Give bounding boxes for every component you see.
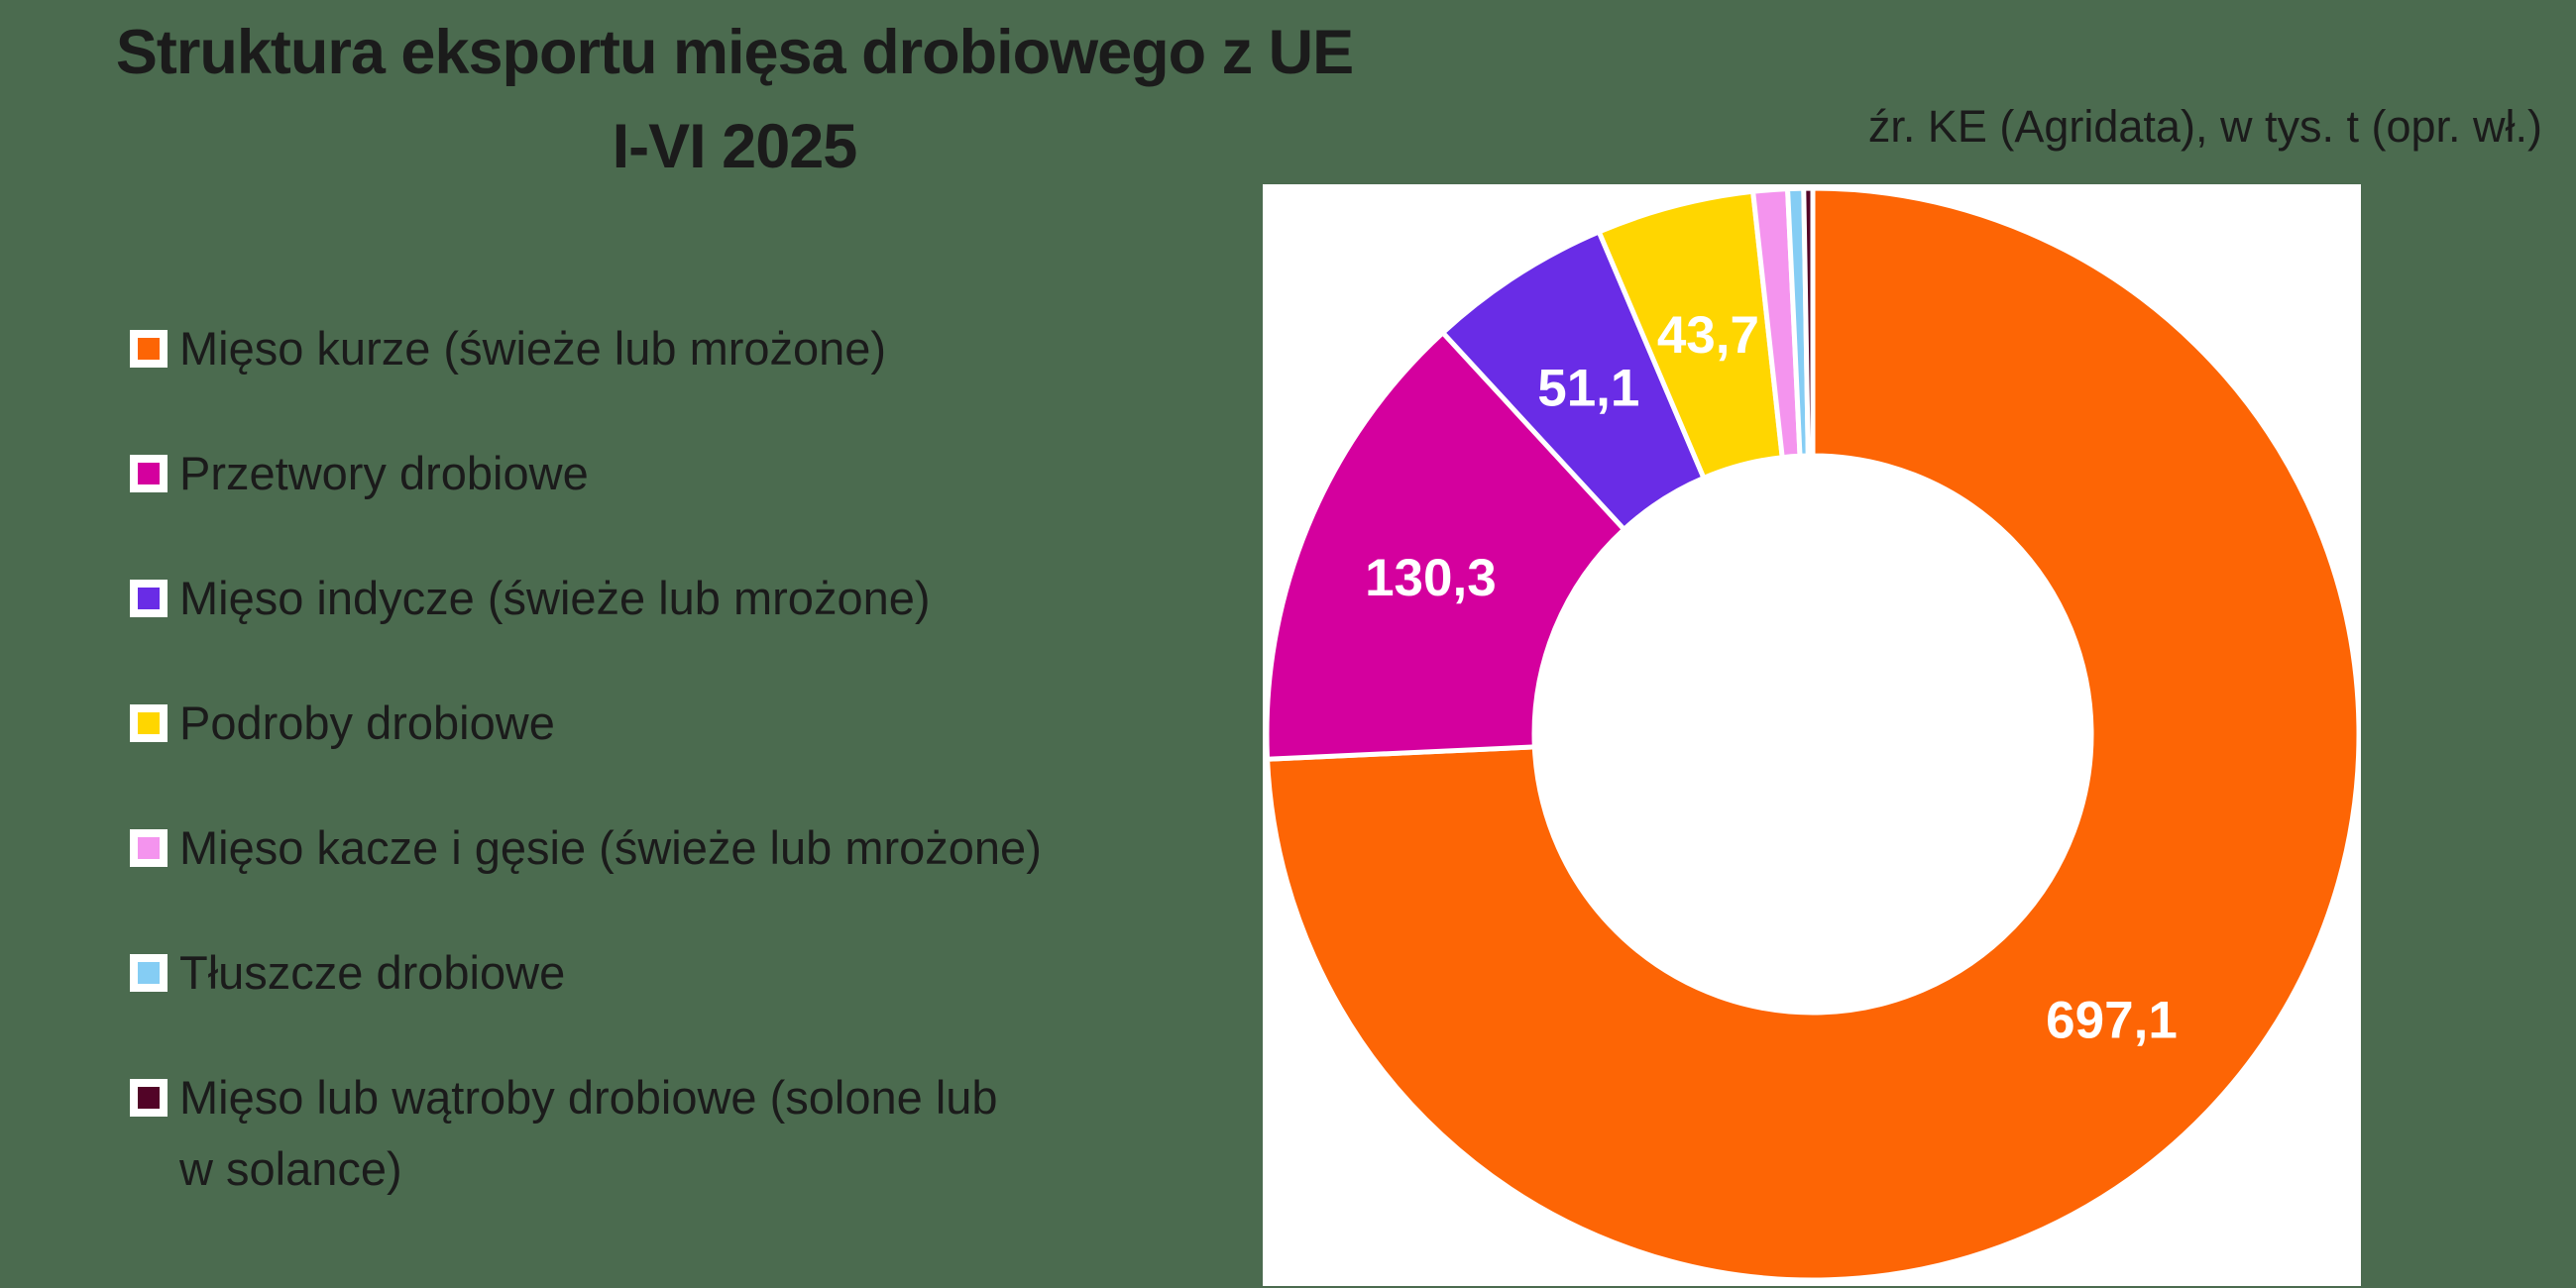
chart-title-line1: Struktura eksportu mięsa drobiowego z UE (115, 18, 1354, 87)
legend-item-label: Mięso indycze (świeże lub mrożone) (179, 572, 931, 624)
slice-label-0: 697,1 (2046, 992, 2178, 1050)
source-note: źr. KE (Agridata), w tys. t (opr. wł.) (1867, 101, 2542, 152)
legend-item-label: Przetwory drobiowe (179, 447, 589, 499)
legend-item-label: Mięso kurze (świeże lub mrożone) (179, 322, 887, 375)
legend-item-przetwory: Przetwory drobiowe (130, 438, 1389, 509)
legend-swatch-icon (130, 704, 168, 742)
legend-swatch-icon (130, 1079, 168, 1117)
legend-item-tluszcze: Tłuszcze drobiowe (130, 937, 1389, 1009)
legend-item-mieso-watroby-solone: Mięso lub wątroby drobiowe (solone lub w… (130, 1062, 1389, 1205)
donut-chart-panel: 697,1 130,3 51,1 43,7 (1263, 184, 2361, 1286)
legend-item-mieso-kacze-gesie: Mięso kacze i gęsie (świeże lub mrożone) (130, 812, 1389, 884)
donut-slice-0 (1264, 185, 2361, 1283)
legend-item-mieso-indycze: Mięso indycze (świeże lub mrożone) (130, 563, 1389, 634)
chart-title: Struktura eksportu mięsa drobiowego z UE… (16, 6, 1453, 194)
donut-chart: 697,1 130,3 51,1 43,7 (1264, 185, 2361, 1283)
legend-swatch-icon (130, 829, 168, 867)
slice-label-2: 51,1 (1537, 359, 1639, 417)
slice-label-3: 43,7 (1657, 306, 1759, 365)
legend-item-label: Tłuszcze drobiowe (179, 946, 566, 999)
legend-item-label: Podroby drobiowe (179, 697, 555, 749)
legend: Mięso kurze (świeże lub mrożone) Przetwo… (130, 313, 1389, 1258)
legend-item-mieso-kurze: Mięso kurze (świeże lub mrożone) (130, 313, 1389, 384)
legend-swatch-icon (130, 455, 168, 492)
legend-swatch-icon (130, 330, 168, 368)
donut-slice-6 (1801, 185, 1816, 459)
slice-label-1: 130,3 (1365, 549, 1497, 607)
legend-item-label: Mięso lub wątroby drobiowe (solone lub w… (179, 1071, 998, 1195)
chart-title-line2: I-VI 2025 (612, 112, 858, 181)
legend-item-label: Mięso kacze i gęsie (świeże lub mrożone) (179, 821, 1042, 874)
legend-swatch-icon (130, 580, 168, 617)
donut-slice-1 (1264, 329, 1628, 762)
legend-item-podroby: Podroby drobiowe (130, 688, 1389, 759)
legend-swatch-icon (130, 954, 168, 992)
